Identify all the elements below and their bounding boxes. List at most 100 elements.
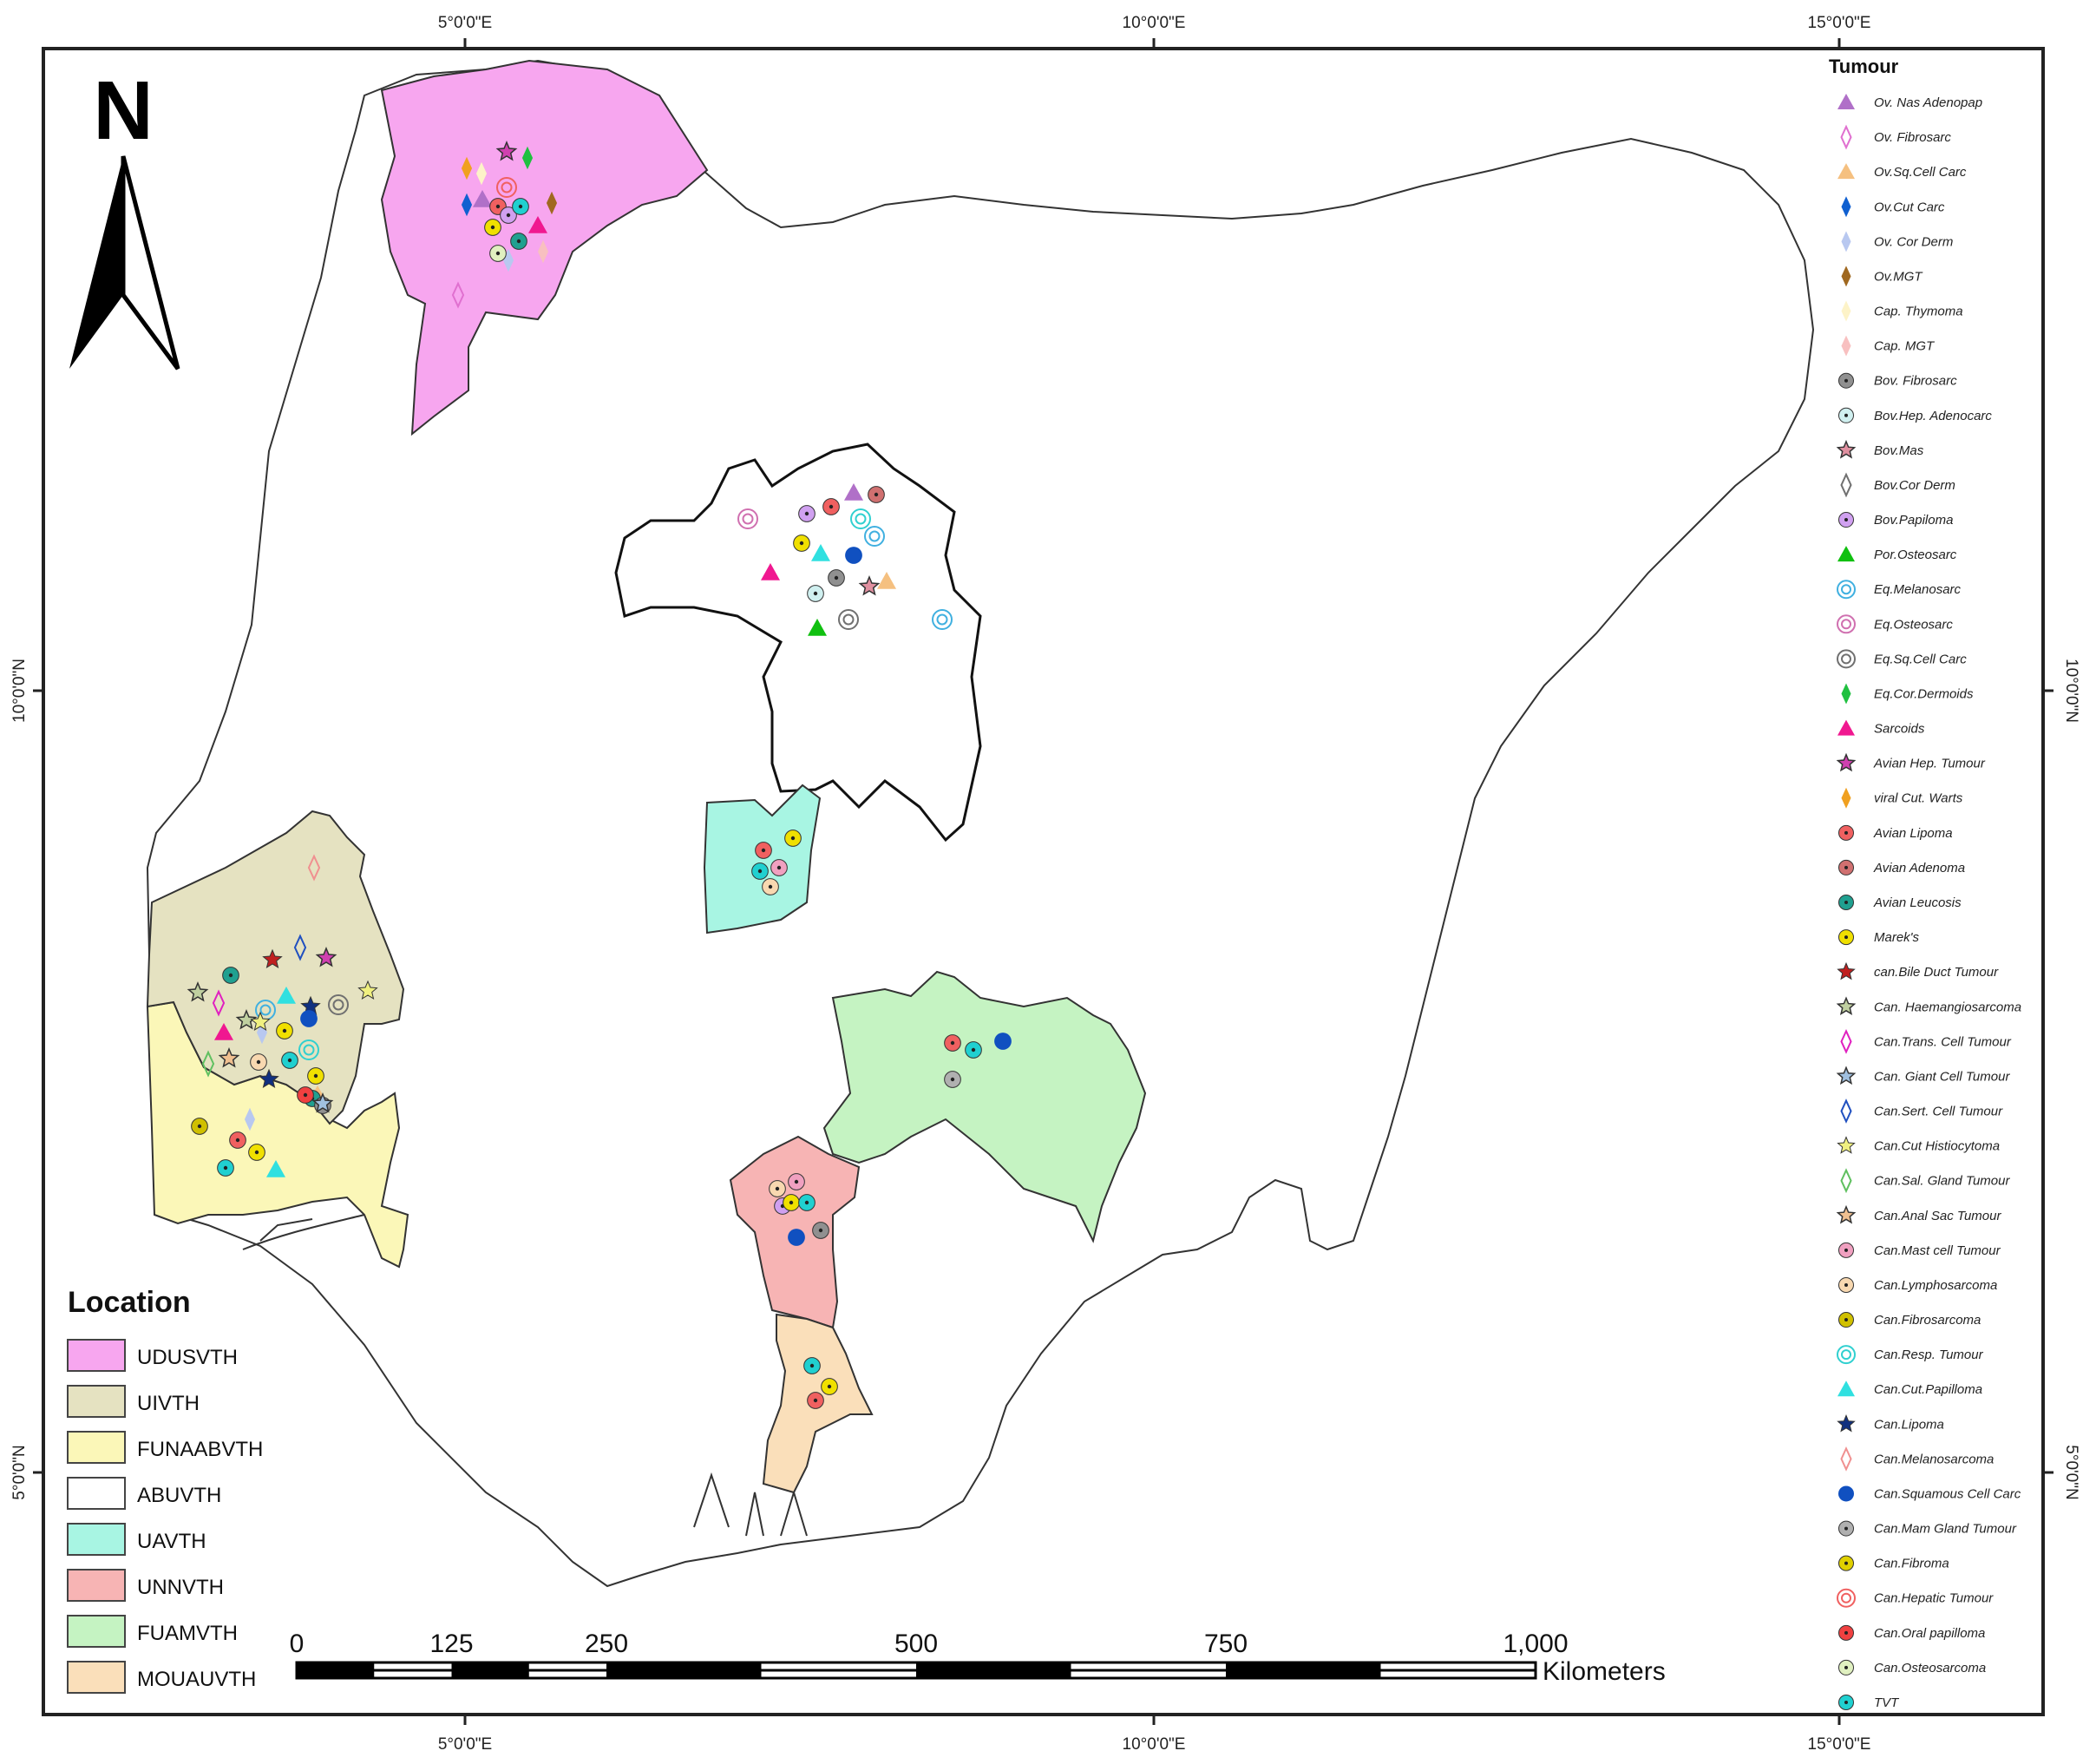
location-label-udusvth: UDUSVTH — [137, 1346, 238, 1369]
marker-can-hepatic-tumour — [496, 177, 517, 198]
marker-tvt — [512, 198, 529, 215]
graticule-ticks — [33, 38, 2054, 1725]
legend-symbol-eq-osteosarc — [1837, 614, 1856, 634]
legend-label-can-haemangiosarcoma: Can. Haemangiosarcoma — [1874, 1000, 2021, 1014]
marker-eq-melanosarc — [864, 526, 885, 547]
marker-viral-cut-warts — [461, 156, 473, 180]
scale-bar-tick-label: 750 — [1204, 1630, 1248, 1658]
legend-symbol-can-trans-cell-tumour — [1840, 1028, 1852, 1054]
legend-label-can-fibrosarcoma: Can.Fibrosarcoma — [1874, 1313, 1981, 1328]
marker-can-osteosarcoma — [489, 245, 507, 262]
location-legend-title: Location — [68, 1286, 191, 1319]
scale-bar-tick-label: 500 — [894, 1630, 938, 1658]
legend-symbol-can-fibrosarcoma — [1838, 1312, 1854, 1328]
location-swatch-uavth — [67, 1523, 126, 1556]
north-label: N — [93, 64, 153, 157]
marker-can-haemangiosarcoma — [235, 1009, 258, 1030]
marker-can-anal-sac-tumour — [218, 1047, 240, 1068]
legend-symbol-avian-leucosis — [1838, 895, 1854, 910]
marker-tvt — [798, 1194, 816, 1211]
marker-can-mast-cell-tumour — [788, 1173, 805, 1190]
graticule-top-3: 15°0'0"E — [1808, 14, 1871, 32]
marker-can-lymphosarcoma — [769, 1180, 786, 1197]
marker-avian-lipoma — [822, 498, 840, 515]
marker-can-mam-gland-tumour — [944, 1071, 961, 1088]
legend-symbol-marek-s — [1838, 929, 1854, 946]
legend-label-ov-cor-derm: Ov. Cor Derm — [1874, 234, 1953, 249]
marker-sarcoids — [761, 563, 780, 580]
scale-bar-tick-label: 1,000 — [1503, 1630, 1568, 1658]
marker-tvt — [965, 1041, 982, 1059]
marker-marek-s — [307, 1067, 324, 1085]
legend-label-por-osteosarc: Por.Osteosarc — [1874, 548, 1957, 562]
marker-marek-s — [783, 1194, 800, 1211]
legend-label-can-trans-cell-tumour: Can.Trans. Cell Tumour — [1874, 1034, 2012, 1049]
legend-label-can-melanosarcoma: Can.Melanosarcoma — [1874, 1452, 1994, 1466]
marker-can-squamous-cell-carc — [845, 547, 862, 564]
location-label-mouauvth: MOUAUVTH — [137, 1668, 256, 1691]
location-label-funaabvth: FUNAABVTH — [137, 1438, 263, 1461]
marker-can-squamous-cell-carc — [788, 1229, 805, 1246]
legend-symbol-can-lymphosarcoma — [1838, 1276, 1854, 1293]
graticule-right-1: 10°0'0"N — [2062, 659, 2080, 723]
legend-label-ov-cut-carc: Ov.Cut Carc — [1874, 200, 1945, 214]
legend-symbol-cap-mgt — [1841, 335, 1851, 357]
marker-ov-cor-derm — [244, 1107, 256, 1131]
legend-symbol-ov-mgt — [1841, 266, 1851, 287]
graticule-bottom-3: 15°0'0"E — [1808, 1735, 1871, 1754]
legend-label-ov-mgt: Ov.MGT — [1874, 269, 1923, 284]
location-label-abuvth: ABUVTH — [137, 1484, 221, 1507]
marker-avian-hep-tumour — [315, 947, 337, 967]
legend-label-ov-fibrosarc: Ov. Fibrosarc — [1874, 130, 1951, 145]
marker-tvt — [217, 1159, 234, 1177]
legend-symbol-ov-cor-derm — [1841, 231, 1851, 252]
legend-label-can-squamous-cell-carc: Can.Squamous Cell Carc — [1874, 1486, 2021, 1501]
legend-label-avian-leucosis: Avian Leucosis — [1873, 895, 1962, 910]
legend-symbol-bov-papiloma — [1838, 512, 1854, 528]
marker-can-lymphosarcoma — [762, 878, 779, 895]
legend-label-cap-mgt: Cap. MGT — [1874, 339, 1936, 354]
legend-symbol-ov-fibrosarc — [1840, 124, 1852, 150]
marker-can-lymphosarcoma — [250, 1053, 267, 1071]
legend-symbol-cap-thymoma — [1841, 300, 1851, 322]
graticule-left-2: 5°0'0"N — [10, 1445, 29, 1499]
legend-symbol-ov-sq-cell-carc — [1837, 163, 1855, 180]
marker-can-cut-histiocytoma — [250, 1011, 271, 1031]
location-legend: Location UDUSVTH UIVTH FUNAABVTH ABUVTH UAVT… — [67, 1286, 263, 1694]
marker-can-resp-tumour — [850, 508, 871, 529]
legend-label-ov-sq-cell-carc: Ov.Sq.Cell Carc — [1874, 165, 1967, 180]
legend-label-can-resp-tumour: Can.Resp. Tumour — [1874, 1348, 1984, 1362]
tumour-legend: Tumour Ov. Nas Adenopap Ov. Fibrosarc Ov.S… — [1829, 56, 2021, 1710]
marker-can-cut-histiocytoma — [357, 980, 378, 1000]
legend-symbol-avian-lipoma — [1838, 824, 1854, 841]
north-arrow: N — [69, 64, 180, 371]
legend-symbol-can-cut-histiocytoma — [1837, 1136, 1856, 1154]
marker-tvt — [281, 1052, 298, 1069]
marker-marek-s — [276, 1022, 293, 1039]
marker-marek-s — [484, 219, 501, 236]
legend-label-can-cut-histiocytoma: Can.Cut Histiocytoma — [1874, 1139, 2000, 1154]
marker-por-osteosarc — [808, 619, 827, 636]
marker-can-haemangiosarcoma — [187, 981, 209, 1002]
legend-symbol-ov-nas-adenopap — [1837, 94, 1855, 109]
legend-symbol-avian-adenoma — [1838, 859, 1854, 875]
scale-bar-tick-label: 0 — [290, 1630, 305, 1658]
legend-label-ov-nas-adenopap: Ov. Nas Adenopap — [1874, 95, 1982, 110]
legend-symbol-can-squamous-cell-carc — [1838, 1485, 1854, 1502]
marker-cap-thymoma — [475, 161, 488, 186]
marker-bov-papiloma — [798, 505, 816, 522]
graticule-top-1: 5°0'0"E — [438, 14, 492, 32]
legend-label-eq-sq-cell-carc: Eq.Sq.Cell Carc — [1874, 652, 1967, 666]
north-arrow-shape-right — [121, 155, 180, 371]
legend-label-sarcoids: Sarcoids — [1874, 722, 1925, 737]
legend-label-eq-melanosarc: Eq.Melanosarc — [1874, 582, 1962, 597]
marker-eq-sq-cell-carc — [328, 994, 349, 1015]
marker-can-cut-papilloma — [266, 1160, 285, 1177]
region-abuvth — [614, 443, 982, 843]
marker-avian-lipoma — [755, 842, 772, 859]
legend-label-bov-fibrosarc: Bov. Fibrosarc — [1874, 374, 1957, 389]
graticule-bottom-2: 10°0'0"E — [1123, 1735, 1186, 1754]
legend-label-can-cut-papilloma: Can.Cut.Papilloma — [1874, 1382, 1982, 1397]
legend-label-avian-adenoma: Avian Adenoma — [1873, 861, 1965, 875]
